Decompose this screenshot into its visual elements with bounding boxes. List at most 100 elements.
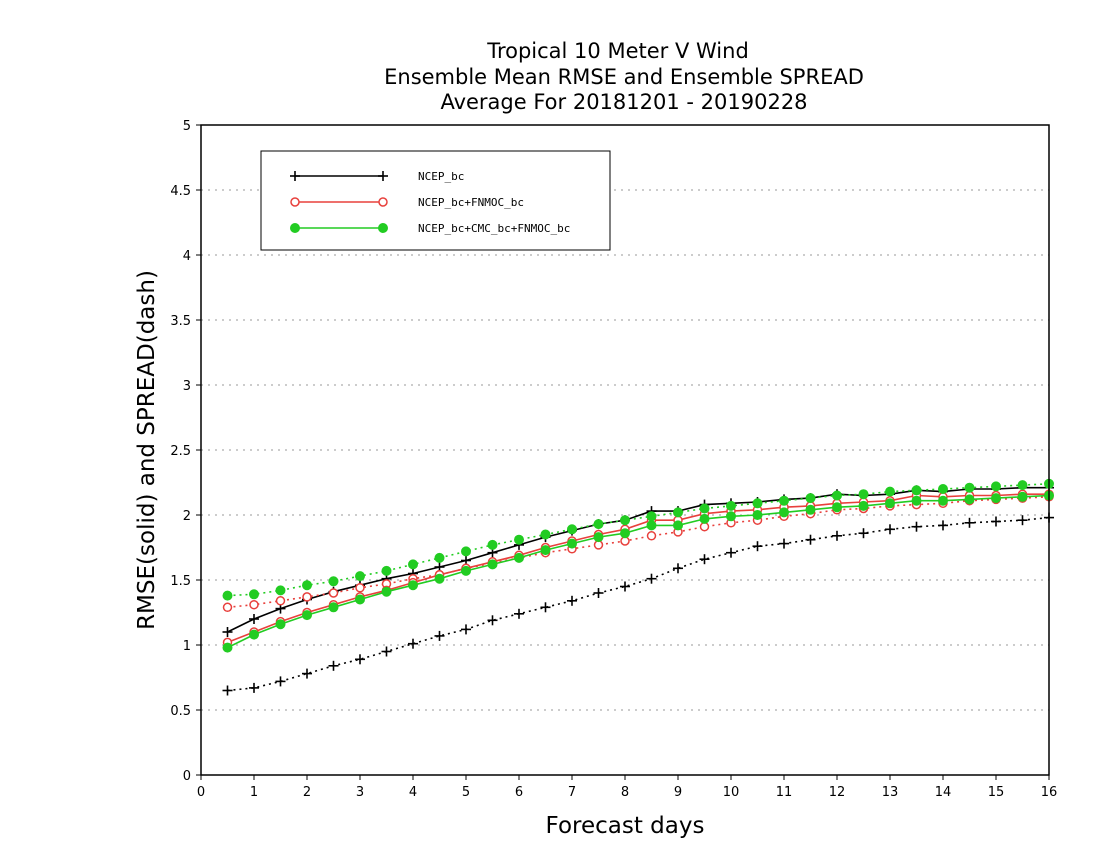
x-tick-label: 12 (829, 785, 846, 800)
legend-marker (290, 197, 300, 207)
spread-point (673, 563, 683, 574)
spread-point (832, 530, 842, 541)
spread-point (222, 602, 233, 613)
rmse-point (620, 528, 630, 539)
legend-label: NCEP_bc (418, 170, 464, 183)
rmse-point (938, 495, 948, 506)
rmse-point (779, 507, 789, 518)
y-tick-label: 1 (183, 639, 191, 654)
rmse-point (408, 580, 418, 591)
spread-point (911, 521, 922, 532)
spread-point (249, 682, 259, 693)
x-tick-label: 1 (250, 785, 258, 800)
rmse-point (885, 498, 895, 509)
x-tick-label: 11 (776, 785, 793, 800)
spread-point (381, 646, 392, 657)
rmse-point (991, 493, 1001, 504)
x-tick-label: 10 (723, 785, 740, 800)
title-line-2: Ensemble Mean RMSE and Ensemble SPREAD (384, 65, 864, 89)
spread-point (328, 588, 339, 598)
spread-point (514, 534, 524, 545)
spread-point (752, 498, 763, 509)
spread-point (487, 615, 498, 626)
x-tick-label: 14 (935, 785, 952, 800)
spread-point (1017, 515, 1028, 526)
x-tick-label: 9 (674, 785, 682, 800)
spread-point (355, 654, 365, 665)
spread-point (593, 519, 604, 530)
spread-point (752, 541, 763, 552)
legend-item: NCEP_bc+FNMOC_bc (290, 196, 524, 209)
spread-point (275, 676, 286, 687)
legend-label: NCEP_bc+FNMOC_bc (418, 196, 524, 209)
spread-point (249, 599, 259, 610)
y-tick-label: 5 (183, 119, 191, 134)
legend-marker (290, 223, 300, 233)
spread-point (328, 660, 339, 671)
series-layer (222, 478, 1054, 696)
spread-point (646, 573, 657, 584)
spread-point (938, 484, 948, 494)
spread-point (699, 503, 710, 514)
rmse-point (911, 495, 922, 506)
x-tick-label: 8 (621, 785, 629, 800)
legend-marker (290, 171, 300, 181)
spread-point (434, 630, 445, 641)
legend-marker (378, 197, 388, 207)
gridlines (201, 189, 1049, 711)
spread-point (249, 589, 259, 600)
x-tick-label: 3 (356, 785, 364, 800)
x-tick-label: 4 (409, 785, 417, 800)
spread-point (805, 493, 816, 504)
y-tick-label: 0.5 (170, 704, 191, 719)
rmse-point (275, 619, 286, 630)
y-tick-label: 4 (183, 249, 191, 264)
y-tick-label: 2 (183, 509, 191, 524)
chart-title: Tropical 10 Meter V Wind Ensemble Mean R… (384, 39, 864, 114)
spread-point (593, 588, 604, 598)
x-tick-label: 15 (988, 785, 1005, 800)
spread-point (302, 668, 312, 679)
spread-point (991, 481, 1001, 492)
title-line-3: Average For 20181201 - 20190228 (440, 90, 807, 114)
spread-point (858, 489, 869, 500)
spread-point (222, 590, 233, 601)
spread-point (461, 546, 471, 557)
rmse-point (964, 494, 975, 505)
spread-point (885, 524, 895, 535)
spread-point (620, 515, 630, 526)
y-axis-label: RMSE(solid) and SPREAD(dash) (134, 270, 160, 630)
spread-point (222, 685, 233, 696)
spread-point (593, 540, 604, 550)
spread-point (991, 516, 1001, 527)
legend-item: NCEP_bc+CMC_bc+FNMOC_bc (290, 222, 570, 235)
spread-point (355, 571, 365, 582)
y-tick-label: 3 (183, 379, 191, 394)
x-tick-label: 5 (462, 785, 470, 800)
spread-point (699, 554, 710, 565)
rmse-point (726, 511, 736, 522)
spread-point (646, 531, 657, 541)
spread-point (938, 520, 948, 531)
y-tick-label: 0 (183, 769, 191, 784)
spread-point (302, 580, 312, 591)
spread-point (487, 539, 498, 550)
legend: NCEP_bc NCEP_bc+FNMOC_bc NCEP_bc+CMC_bc+FN… (260, 150, 611, 251)
spread-point (408, 638, 418, 649)
rmse-point (461, 565, 471, 576)
legend-box (260, 150, 611, 251)
spread-point (646, 511, 657, 522)
rmse-point (699, 513, 710, 524)
rmse-point (514, 552, 524, 563)
x-tick-label: 7 (568, 785, 576, 800)
legend-label: NCEP_bc+CMC_bc+FNMOC_bc (418, 222, 570, 235)
rmse-point (540, 545, 551, 556)
y-tick-label: 2.5 (170, 444, 191, 459)
spread-point (567, 595, 577, 606)
rmse-point (222, 627, 233, 637)
spread-point (779, 495, 789, 506)
rmse-point (487, 559, 498, 570)
rmse-point (222, 642, 233, 653)
legend-items: NCEP_bc NCEP_bc+FNMOC_bc NCEP_bc+CMC_bc+FN… (290, 170, 570, 235)
